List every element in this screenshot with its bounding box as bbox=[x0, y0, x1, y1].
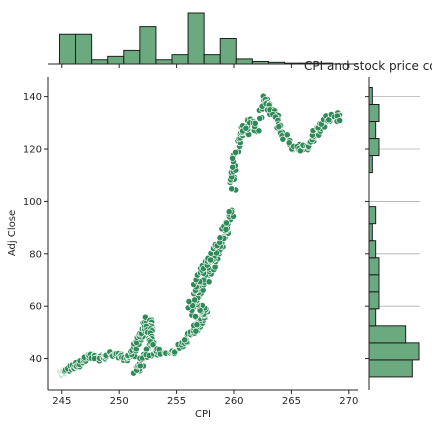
y-tick-label: 80 bbox=[29, 249, 42, 260]
y-tick-label: 40 bbox=[29, 354, 42, 365]
right-marginal-histogram bbox=[368, 86, 420, 378]
scatter-point bbox=[225, 208, 233, 216]
scatter-point bbox=[222, 225, 230, 233]
x-tick-label: 245 bbox=[52, 396, 71, 407]
x-tick-label: 250 bbox=[110, 396, 129, 407]
scatter-point bbox=[185, 298, 193, 305]
scatter-point bbox=[192, 312, 199, 320]
y-tick-label: 60 bbox=[29, 302, 42, 313]
top-hist-bar bbox=[58, 33, 77, 65]
right-hist-bar bbox=[368, 104, 380, 123]
scatter-point bbox=[232, 148, 239, 156]
top-hist-bar bbox=[123, 49, 141, 65]
scatter-point bbox=[228, 185, 236, 193]
y-tick-label: 120 bbox=[23, 145, 42, 156]
scatter-point bbox=[223, 219, 230, 227]
scatter-point bbox=[229, 163, 237, 171]
scatter-point bbox=[285, 139, 293, 147]
right-hist-bar bbox=[368, 138, 380, 157]
x-tick-label: 270 bbox=[339, 396, 358, 407]
top-hist-bar bbox=[171, 54, 189, 65]
top-marginal-histogram bbox=[58, 12, 334, 65]
scatter-point bbox=[191, 296, 199, 304]
right-hist-bar bbox=[368, 325, 407, 344]
scatter-point bbox=[216, 234, 224, 242]
x-tick-label: 260 bbox=[224, 396, 243, 407]
scatter-points bbox=[56, 92, 343, 379]
top-hist-bar bbox=[107, 55, 125, 65]
scatter-point bbox=[336, 117, 343, 124]
y-tick-label: 100 bbox=[23, 197, 42, 208]
top-hist-bar bbox=[203, 54, 221, 65]
chart-title: CPI and stock price co bbox=[304, 59, 432, 73]
x-tick-label: 265 bbox=[282, 396, 301, 407]
right-hist-bar bbox=[368, 291, 380, 310]
scatter-point bbox=[275, 123, 283, 131]
scatter-point bbox=[149, 341, 157, 349]
scatter-point bbox=[255, 127, 263, 135]
top-hist-bar bbox=[75, 33, 93, 65]
right-hist-bar bbox=[368, 206, 377, 225]
top-hist-bar bbox=[155, 59, 173, 65]
y-axis-label: Adj Close bbox=[7, 210, 18, 256]
top-hist-bar bbox=[235, 58, 253, 65]
y-tick-label: 140 bbox=[23, 92, 42, 103]
scatter-point bbox=[136, 362, 144, 370]
x-ticks: 245 250 255 260 265 270 bbox=[52, 64, 358, 407]
scatter-point bbox=[205, 278, 213, 286]
top-hist-bar bbox=[91, 59, 109, 65]
right-hist-bar bbox=[368, 240, 377, 259]
scatter-point bbox=[229, 154, 236, 162]
x-tick-label: 255 bbox=[167, 396, 186, 407]
scatter-point bbox=[283, 131, 291, 139]
right-hist-bar bbox=[368, 308, 377, 327]
scatter-point bbox=[279, 135, 287, 143]
scatter-point bbox=[193, 321, 201, 329]
right-hist-bar bbox=[368, 121, 377, 140]
top-hist-bar bbox=[139, 26, 157, 65]
top-hist-bar bbox=[187, 12, 205, 65]
scatter-point bbox=[256, 115, 264, 122]
scatter-point bbox=[251, 120, 259, 127]
right-hist-bar bbox=[368, 257, 380, 276]
x-axis-label: CPI bbox=[195, 409, 211, 420]
right-hist-bar bbox=[368, 342, 420, 361]
scatter-point bbox=[242, 124, 250, 132]
right-hist-bar bbox=[368, 359, 413, 378]
scatter-point bbox=[207, 256, 214, 264]
scatter-point bbox=[192, 327, 200, 335]
top-hist-bar bbox=[219, 38, 237, 65]
y-ticks: 40 60 80 100 120 140 bbox=[23, 92, 369, 365]
right-hist-bar bbox=[368, 274, 380, 293]
